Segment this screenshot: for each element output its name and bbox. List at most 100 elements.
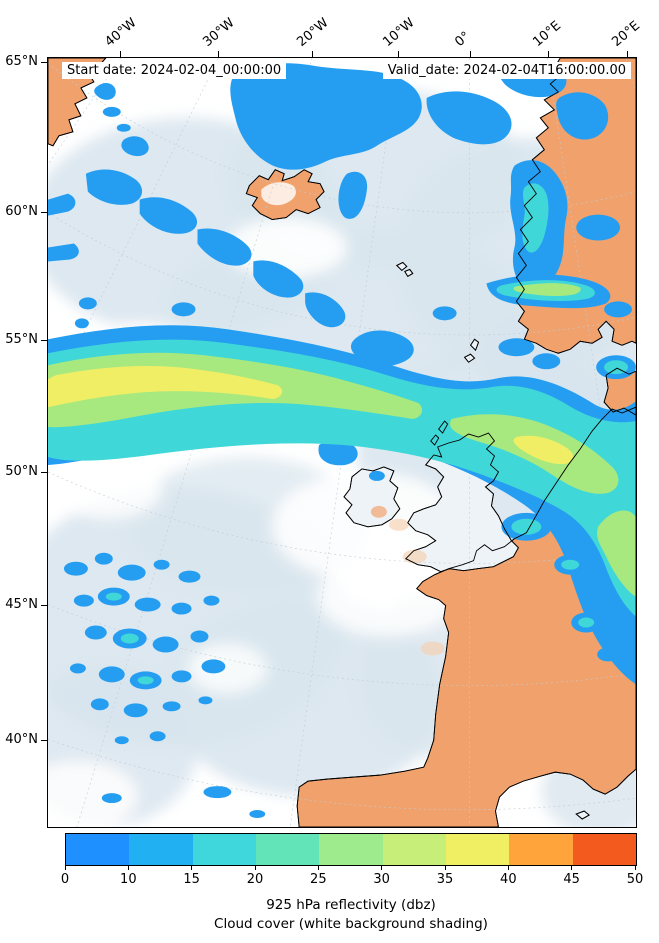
colorbar-segment xyxy=(572,834,636,865)
reflectivity-cyan-layer-shape xyxy=(137,676,154,685)
reflectivity-blue-layer-shape xyxy=(78,297,97,310)
longitude-tick xyxy=(626,51,628,57)
colorbar-tick-label: 30 xyxy=(373,872,390,887)
reflectivity-blue-layer-shape xyxy=(623,630,636,643)
latitude-tick-label: 60°N xyxy=(5,204,38,219)
reflectivity-blue-layer-shape xyxy=(178,570,201,583)
reflectivity-blue-layer-shape xyxy=(152,636,179,653)
ireland-clear-spot xyxy=(370,505,387,518)
graticule-layer-shape xyxy=(48,738,636,811)
colorbar-tick-label: 35 xyxy=(436,872,454,887)
reflectivity-cyan-layer-shape xyxy=(105,592,122,601)
reflectivity-cyan-layer-shape xyxy=(511,518,542,535)
reflectivity-blue-layer-shape xyxy=(74,318,89,329)
reflectivity-yellow-layer-shape xyxy=(48,365,283,408)
colorbar-tick xyxy=(191,866,193,870)
reflectivity-blue-layer-shape xyxy=(597,647,620,662)
colorbar-tick-label: 0 xyxy=(60,872,70,887)
reflectivity-blue-layer-shape xyxy=(114,736,129,745)
land-layer xyxy=(48,58,636,827)
latitude-tick xyxy=(41,211,47,213)
reflectivity-blue-layer-shape xyxy=(171,602,192,615)
colorbar-tick xyxy=(634,866,636,870)
colorbar-tick xyxy=(317,866,319,870)
reflectivity-blue-layer-shape xyxy=(318,439,358,466)
reflectivity-blue-layer-shape xyxy=(117,564,146,581)
reflectivity-cyan-layer-shape xyxy=(561,559,580,570)
longitude-tick-label: 40°W xyxy=(102,15,140,50)
cloud-cover-layer-shape xyxy=(52,458,163,519)
colorbar-segment xyxy=(319,834,383,865)
cloud-cover-layer-shape xyxy=(317,556,457,637)
longitude-tick-label: 20°W xyxy=(294,15,332,50)
colorbar-segment xyxy=(445,834,510,865)
reflectivity-blue-layer-shape xyxy=(556,92,609,140)
colorbar-tick-label: 25 xyxy=(310,872,327,887)
colorbar-segment xyxy=(255,834,320,865)
reflectivity-blue-layer-shape xyxy=(134,597,161,612)
reflectivity-cyan-layer-shape xyxy=(578,617,595,628)
reflectivity-blue-layer-shape xyxy=(305,292,346,328)
colorbar-title: 925 hPa reflectivity (dbz) xyxy=(266,897,436,913)
reflectivity-blue-layer-shape xyxy=(612,605,633,620)
longitude-tick xyxy=(397,51,399,57)
latitude-tick-label: 55°N xyxy=(5,332,38,347)
reflectivity-blue-layer-shape xyxy=(149,731,166,742)
reflectivity-blue-layer-shape xyxy=(101,793,122,804)
reflectivity-green-layer-shape xyxy=(597,510,636,597)
longitude-tick-label: 0° xyxy=(452,29,474,50)
longitude-tick-label: 30°W xyxy=(200,15,238,50)
colorbar-tick-label: 20 xyxy=(246,872,264,887)
latitude-tick xyxy=(41,339,47,341)
latitude-tick xyxy=(41,61,47,63)
reflectivity-blue-layer-shape xyxy=(249,810,266,819)
reflectivity-blue-layer-shape xyxy=(338,171,368,219)
reflectivity-blue-layer-shape xyxy=(90,698,109,711)
reflectivity-blue-layer-shape xyxy=(426,91,512,145)
cloud-cover-layer-shape xyxy=(48,761,138,827)
reflectivity-blue-layer-shape xyxy=(94,83,116,100)
colorbar-segment xyxy=(66,834,130,865)
reflectivity-blue-layer-shape xyxy=(94,552,113,565)
colorbar-tick xyxy=(381,866,383,870)
colorbar-tick xyxy=(571,866,573,870)
colorbar-tick xyxy=(507,866,509,870)
reflectivity-blue-layer-shape xyxy=(198,696,213,705)
longitude-axis: 40°W 30°W 20°W 10°W 0° 10°E 20°E xyxy=(47,0,659,57)
latitude-tick-label: 45°N xyxy=(5,597,38,612)
weak-echo-layer-shape xyxy=(420,641,445,656)
figure-subtitle: Cloud cover (white background shading) xyxy=(214,916,488,932)
valid-date-label: Valid_date: 2024-02-04T16:00:00.00 xyxy=(382,62,631,79)
reflectivity-blue-layer-shape xyxy=(190,630,209,643)
colorbar-tick-label: 15 xyxy=(183,872,200,887)
longitude-tick xyxy=(217,51,219,57)
reflectivity-blue-layer-shape xyxy=(102,106,121,117)
latitude-tick xyxy=(41,739,47,741)
reflectivity-green-layer-shape xyxy=(513,283,581,297)
reflectivity-blue-layer-shape xyxy=(230,63,422,170)
colorbar-segment xyxy=(192,834,256,865)
reflectivity-blue-layer-shape xyxy=(162,701,181,712)
reflectivity-blue-layer-shape xyxy=(253,260,304,298)
reflectivity-blue-layer-shape xyxy=(48,243,79,262)
longitude-tick xyxy=(311,51,313,57)
graticule-layer-shape xyxy=(48,471,636,564)
colorbar-tick xyxy=(127,866,129,870)
longitude-tick xyxy=(469,51,471,57)
reflectivity-blue-layer-shape xyxy=(139,197,198,234)
reflectivity-blue-layer-shape xyxy=(116,123,131,132)
colorbar-segment xyxy=(129,834,193,865)
reflectivity-blue-layer-shape xyxy=(123,703,148,718)
reflectivity-colorbar xyxy=(65,833,637,866)
reflectivity-blue-layer-shape xyxy=(203,786,232,799)
reflectivity-blue-layer-shape xyxy=(576,214,621,241)
colorbar-tick-label: 50 xyxy=(626,872,644,887)
map-plot-area: Start date: 2024-02-04_00:00:00 Valid_da… xyxy=(47,57,637,828)
reflectivity-blue-layer-shape xyxy=(201,659,226,674)
reflectivity-blue-layer-shape xyxy=(171,670,192,683)
colorbar-segment xyxy=(382,834,446,865)
reflectivity-blue-layer-shape xyxy=(197,228,252,266)
graticule-layer-shape xyxy=(76,58,313,827)
colorbar-tick xyxy=(444,866,446,870)
